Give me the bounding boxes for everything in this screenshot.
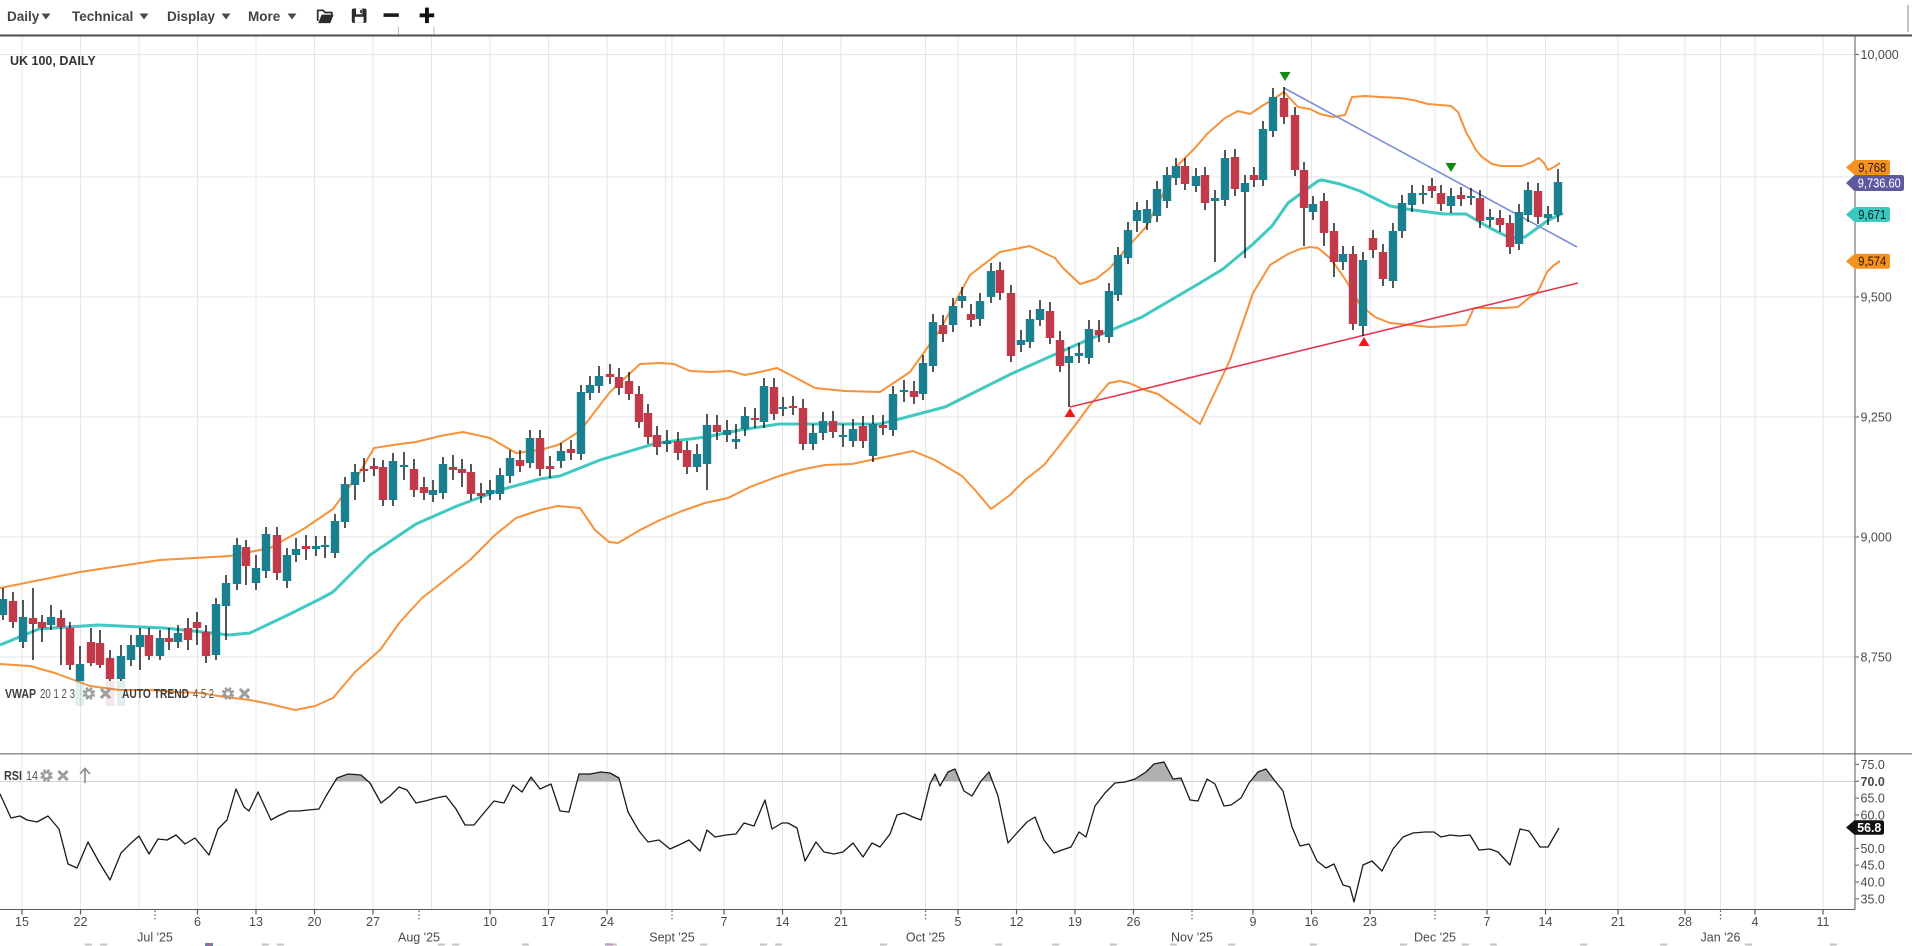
svg-text:9,574: 9,574 bbox=[1858, 255, 1886, 269]
svg-text:15: 15 bbox=[15, 915, 29, 929]
svg-text:VWAP: VWAP bbox=[5, 687, 36, 701]
svg-text:Jan '26: Jan '26 bbox=[1701, 931, 1741, 945]
svg-text:Technical: Technical bbox=[72, 9, 133, 24]
svg-text:Aug '25: Aug '25 bbox=[398, 931, 440, 945]
svg-text:4 5 2: 4 5 2 bbox=[193, 687, 214, 701]
svg-text:60.0: 60.0 bbox=[1861, 808, 1885, 822]
svg-text:13: 13 bbox=[249, 915, 263, 929]
svg-text:56.8: 56.8 bbox=[1857, 821, 1881, 835]
svg-text:24: 24 bbox=[600, 915, 614, 929]
svg-text:More: More bbox=[248, 9, 281, 24]
svg-text:50.0: 50.0 bbox=[1861, 842, 1885, 856]
svg-text:10: 10 bbox=[483, 915, 497, 929]
svg-text:9,736.60: 9,736.60 bbox=[1858, 176, 1901, 190]
svg-text:21: 21 bbox=[1611, 915, 1625, 929]
svg-text:40.0: 40.0 bbox=[1861, 876, 1885, 890]
svg-text:70.0: 70.0 bbox=[1861, 775, 1885, 789]
svg-text:16: 16 bbox=[1305, 915, 1319, 929]
svg-text:AUTO TREND: AUTO TREND bbox=[122, 687, 189, 701]
svg-text:14: 14 bbox=[1539, 915, 1553, 929]
svg-text:9,768: 9,768 bbox=[1858, 161, 1886, 175]
svg-text:7: 7 bbox=[1484, 915, 1491, 929]
svg-text:Dec '25: Dec '25 bbox=[1414, 931, 1456, 945]
svg-text:Sept '25: Sept '25 bbox=[649, 931, 695, 945]
svg-text:20 1 2 3: 20 1 2 3 bbox=[40, 687, 75, 701]
svg-text:4: 4 bbox=[1752, 915, 1759, 929]
svg-text:26: 26 bbox=[1127, 915, 1141, 929]
svg-text:10,000: 10,000 bbox=[1861, 48, 1899, 62]
svg-text:27: 27 bbox=[366, 915, 380, 929]
svg-text:Daily: Daily bbox=[7, 9, 40, 24]
svg-text:9,000: 9,000 bbox=[1861, 531, 1892, 545]
svg-text:Nov '25: Nov '25 bbox=[1171, 931, 1213, 945]
svg-text:Display: Display bbox=[167, 9, 216, 24]
svg-text:9: 9 bbox=[1250, 915, 1257, 929]
svg-text:75.0: 75.0 bbox=[1861, 758, 1885, 772]
svg-text:9,250: 9,250 bbox=[1861, 411, 1892, 425]
svg-text:5: 5 bbox=[955, 915, 962, 929]
svg-text:45.0: 45.0 bbox=[1861, 859, 1885, 873]
svg-text:65.0: 65.0 bbox=[1861, 792, 1885, 806]
svg-text:19: 19 bbox=[1068, 915, 1082, 929]
svg-text:14: 14 bbox=[776, 915, 790, 929]
svg-text:17: 17 bbox=[542, 915, 556, 929]
svg-text:23: 23 bbox=[1363, 915, 1377, 929]
svg-text:21: 21 bbox=[834, 915, 848, 929]
svg-text:RSI: RSI bbox=[4, 769, 22, 783]
svg-text:8,750: 8,750 bbox=[1861, 651, 1892, 665]
svg-text:Jul '25: Jul '25 bbox=[137, 931, 173, 945]
svg-text:UK 100, DAILY: UK 100, DAILY bbox=[10, 54, 96, 68]
svg-text:6: 6 bbox=[194, 915, 201, 929]
svg-text:7: 7 bbox=[721, 915, 728, 929]
svg-text:20: 20 bbox=[308, 915, 322, 929]
svg-text:28: 28 bbox=[1678, 915, 1692, 929]
svg-text:14: 14 bbox=[26, 769, 38, 783]
svg-text:35.0: 35.0 bbox=[1861, 892, 1885, 906]
svg-text:9,500: 9,500 bbox=[1861, 291, 1892, 305]
svg-text:12: 12 bbox=[1010, 915, 1024, 929]
svg-text:22: 22 bbox=[74, 915, 88, 929]
svg-text:Oct '25: Oct '25 bbox=[906, 931, 945, 945]
svg-text:11: 11 bbox=[1817, 915, 1830, 929]
svg-text:9,671: 9,671 bbox=[1858, 208, 1886, 222]
